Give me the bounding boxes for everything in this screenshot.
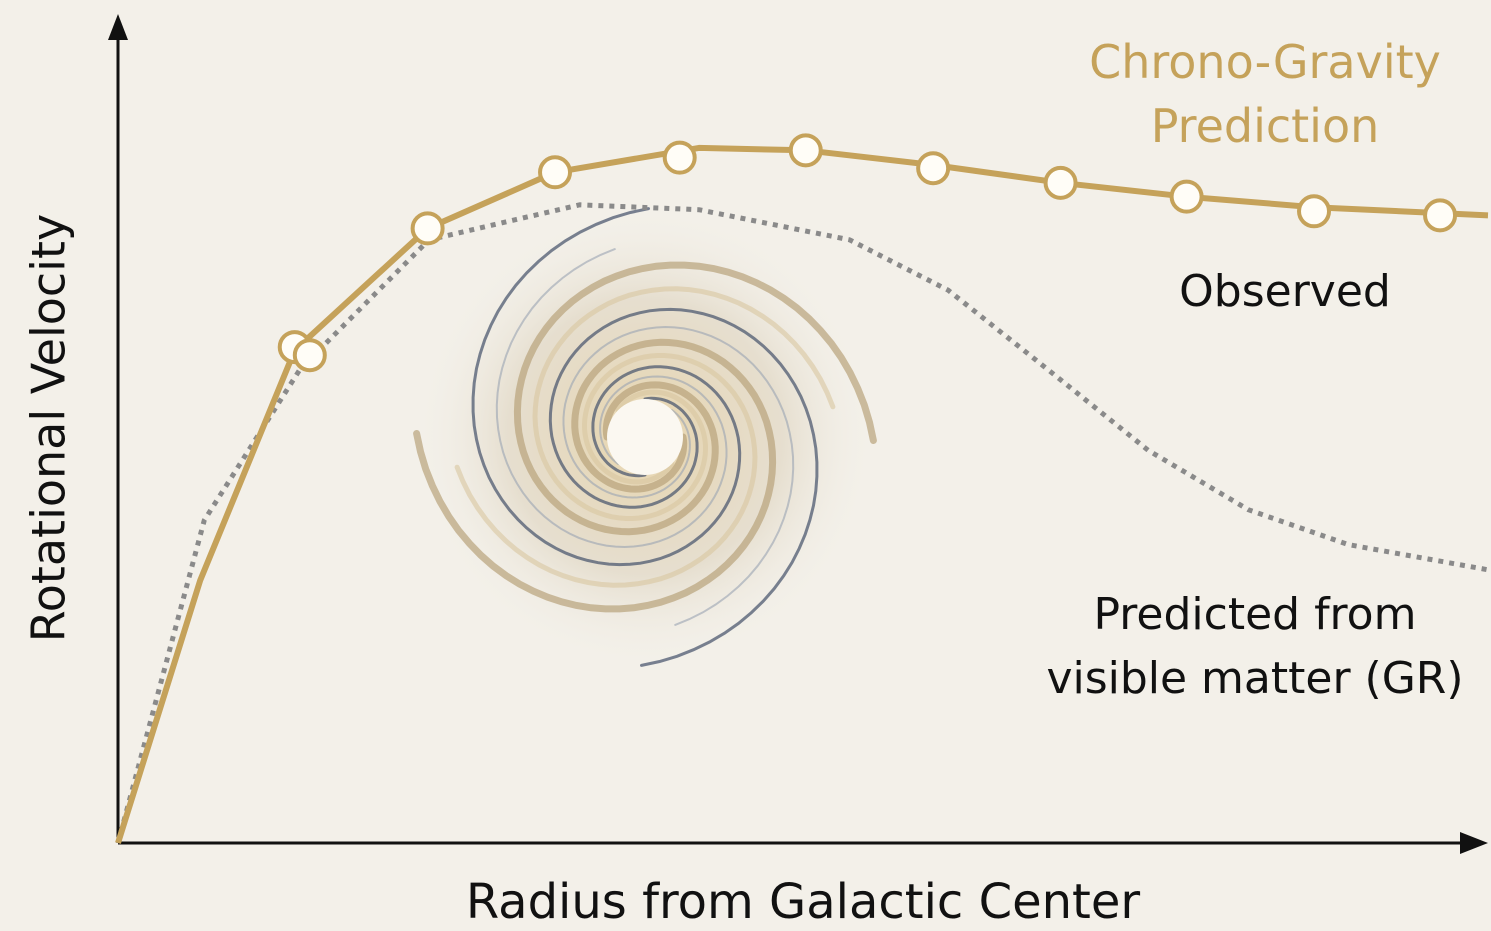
- data-point: [791, 135, 821, 165]
- series-label: Observed: [1120, 260, 1450, 324]
- data-point: [413, 213, 443, 243]
- data-point: [540, 157, 570, 187]
- data-point: [1299, 196, 1329, 226]
- page: Radius from Galactic Center Rotational V…: [0, 0, 1491, 931]
- y-axis-arrow: [108, 14, 128, 40]
- series-label: Predicted from visible matter (GR): [1025, 583, 1485, 711]
- series-label: Chrono-Gravity Prediction: [1055, 30, 1475, 158]
- galaxy-illustration: [415, 207, 875, 667]
- x-axis-arrow: [1460, 832, 1488, 854]
- data-point: [1172, 182, 1202, 212]
- data-point: [1046, 168, 1076, 198]
- data-point: [1425, 200, 1455, 230]
- data-point: [918, 153, 948, 183]
- x-axis-title: Radius from Galactic Center: [466, 874, 1141, 930]
- galaxy-core: [607, 399, 683, 475]
- y-axis-title: Rotational Velocity: [22, 214, 76, 642]
- data-point: [665, 143, 695, 173]
- data-point: [295, 340, 325, 370]
